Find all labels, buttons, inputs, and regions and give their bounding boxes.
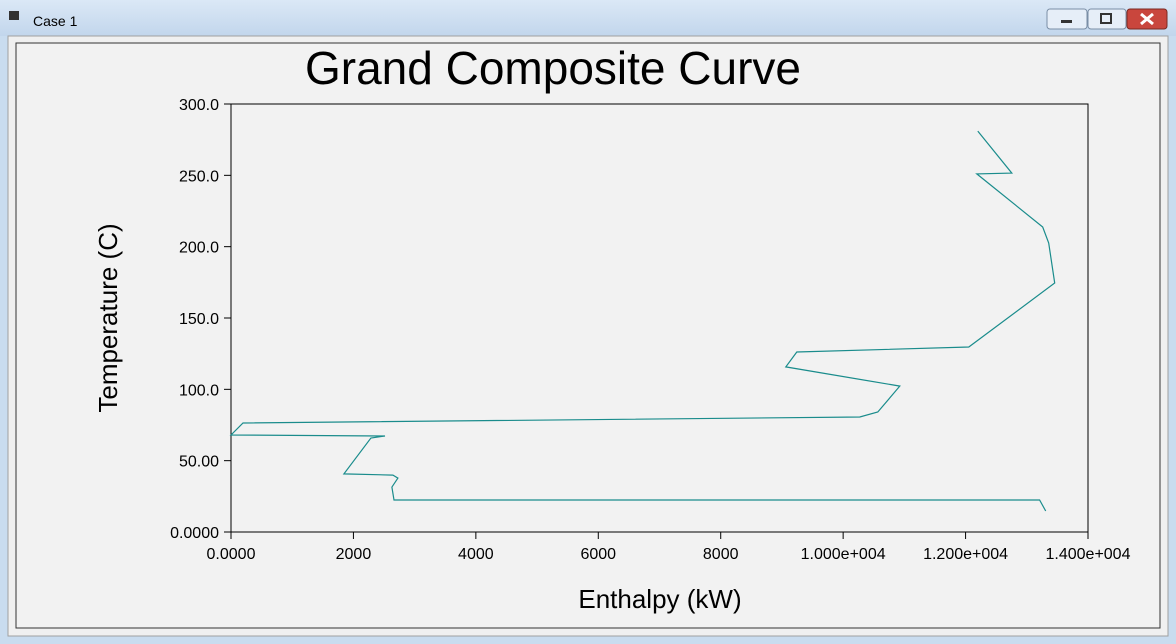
y-tick-label: 100.0 [179, 382, 219, 399]
curve [229, 130, 1056, 512]
y-tick-label: 0.0000 [170, 525, 219, 542]
x-tick-label: 2000 [336, 546, 372, 563]
chart-frame [15, 42, 1161, 629]
window-buttons [1046, 8, 1168, 30]
y-tick-label: 150.0 [179, 311, 219, 328]
x-tick-label: 8000 [703, 546, 739, 563]
x-tick-label: 6000 [580, 546, 616, 563]
x-axis-label: Enthalpy (kW) [578, 584, 741, 614]
window-title: Case 1 [33, 13, 78, 29]
y-tick-label: 250.0 [179, 168, 219, 185]
minimize-icon [1061, 20, 1072, 23]
minimize-button[interactable] [1046, 8, 1088, 30]
y-tick-label: 300.0 [179, 97, 219, 114]
x-tick-label: 0.0000 [207, 546, 256, 563]
y-tick-label: 200.0 [179, 240, 219, 257]
restore-icon [1100, 13, 1112, 24]
close-icon [1140, 12, 1154, 26]
title-bar [0, 0, 1176, 36]
x-tick-label: 1.200e+004 [923, 546, 1008, 563]
x-tick-label: 1.400e+004 [1046, 546, 1131, 563]
x-tick-label: 1.000e+004 [801, 546, 886, 563]
x-tick-label: 4000 [458, 546, 494, 563]
y-tick-label: 50.00 [179, 454, 219, 471]
y-axis-label: Temperature (C) [93, 223, 123, 412]
restore-button[interactable] [1087, 8, 1127, 30]
chart-title: Grand Composite Curve [305, 42, 801, 94]
app-icon [9, 11, 19, 20]
